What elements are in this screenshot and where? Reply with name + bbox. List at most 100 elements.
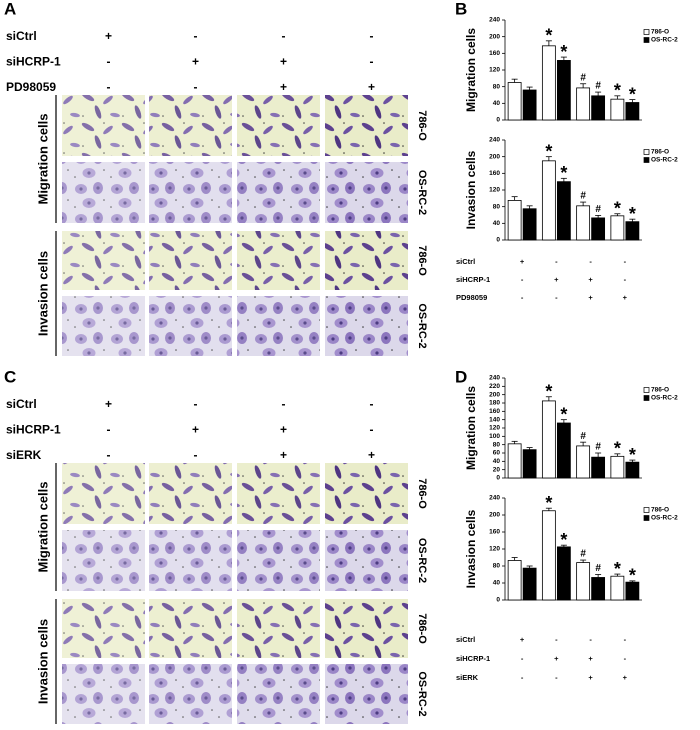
bar <box>591 95 606 121</box>
micrograph <box>62 231 145 290</box>
micrograph <box>325 664 408 724</box>
condition-sign: + <box>554 654 559 663</box>
micrograph <box>149 530 232 591</box>
significance-mark: # <box>595 81 601 92</box>
legend-swatch <box>643 515 650 521</box>
significance-mark: * <box>629 566 636 586</box>
legend-swatch <box>643 395 650 401</box>
y-tick-label: 160 <box>489 529 500 536</box>
y-tick-label: 240 <box>489 17 500 24</box>
row-label: OS-RC-2 <box>416 538 428 583</box>
significance-mark: * <box>560 42 567 62</box>
micrograph <box>237 95 320 156</box>
significance-mark: # <box>580 72 586 83</box>
condition-sign: + <box>623 673 628 682</box>
micrograph <box>237 664 320 724</box>
row-label: 786-O <box>416 613 428 644</box>
y-tick-label: 160 <box>489 50 500 57</box>
y-tick-label: 40 <box>493 580 501 587</box>
condition-sign: - <box>624 275 627 284</box>
y-tick-label: 140 <box>489 416 500 423</box>
significance-mark: * <box>614 81 621 101</box>
condition-label: siHCRP-1 <box>6 55 61 69</box>
bar <box>610 575 625 601</box>
condition-sign: - <box>194 397 198 411</box>
bar <box>507 82 522 121</box>
bar <box>625 102 640 121</box>
micrograph <box>62 664 145 724</box>
legend-label: OS-RC-2 <box>651 395 678 402</box>
bar <box>625 461 640 479</box>
condition-label: siCtrl <box>6 397 37 411</box>
y-tick-label: 0 <box>496 117 500 124</box>
condition-sign: - <box>107 423 111 437</box>
condition-sign: + <box>105 29 112 43</box>
significance-mark: * <box>629 84 636 104</box>
y-tick-label: 40 <box>493 458 501 465</box>
legend-swatch <box>643 37 650 43</box>
significance-mark: * <box>614 439 621 459</box>
micrograph <box>149 296 232 356</box>
legend-label: OS-RC-2 <box>651 157 678 164</box>
condition-sign: - <box>624 257 627 266</box>
y-tick-label: 120 <box>489 67 500 74</box>
bar <box>576 205 591 241</box>
condition-sign: - <box>589 257 592 266</box>
significance-mark: * <box>560 163 567 183</box>
y-tick-label: 60 <box>493 450 501 457</box>
bar <box>556 60 571 121</box>
y-tick-label: 80 <box>493 203 501 210</box>
y-axis-label: Migration cells <box>464 386 478 470</box>
bar <box>507 560 522 601</box>
y-tick-label: 0 <box>496 475 500 482</box>
bar <box>591 577 606 601</box>
y-tick-label: 160 <box>489 408 500 415</box>
condition-sign: - <box>194 448 198 462</box>
condition-sign: + <box>520 635 525 644</box>
significance-mark: # <box>595 204 601 215</box>
bar <box>556 181 571 241</box>
condition-sign: - <box>370 397 374 411</box>
y-tick-label: 160 <box>489 170 500 177</box>
condition-sign: - <box>555 635 558 644</box>
bar <box>610 215 625 241</box>
legend-label: 786-O <box>651 507 669 514</box>
micrograph <box>237 599 320 658</box>
condition-sign: - <box>521 275 524 284</box>
micrograph <box>62 599 145 658</box>
y-tick-label: 120 <box>489 425 500 432</box>
significance-mark: * <box>545 493 552 513</box>
condition-label: siCtrl <box>456 635 475 644</box>
legend-swatch <box>643 507 650 513</box>
y-tick-label: 40 <box>493 100 501 107</box>
y-tick-label: 120 <box>489 187 500 194</box>
condition-sign: + <box>588 293 593 302</box>
bar <box>610 98 625 121</box>
condition-label: siHCRP-1 <box>456 275 490 284</box>
y-tick-label: 0 <box>496 597 500 604</box>
bar <box>576 445 591 479</box>
condition-sign: - <box>589 635 592 644</box>
micrograph <box>62 463 145 524</box>
y-tick-label: 80 <box>493 563 501 570</box>
row-label: 786-O <box>416 110 428 141</box>
bar <box>522 449 537 479</box>
legend-label: OS-RC-2 <box>651 515 678 522</box>
micrograph <box>325 95 408 156</box>
micrograph <box>62 296 145 356</box>
condition-sign: - <box>555 673 558 682</box>
bar <box>507 200 522 241</box>
condition-sign: + <box>280 55 287 69</box>
bar <box>541 510 556 601</box>
condition-label: siHCRP-1 <box>456 654 490 663</box>
condition-label: siHCRP-1 <box>6 423 61 437</box>
condition-sign: - <box>194 29 198 43</box>
y-tick-label: 240 <box>489 375 500 382</box>
panel-letter: C <box>4 367 16 386</box>
row-label: 786-O <box>416 245 428 276</box>
condition-sign: - <box>370 29 374 43</box>
micrograph <box>149 231 232 290</box>
condition-sign: - <box>521 654 524 663</box>
condition-label: siCtrl <box>6 29 37 43</box>
legend-label: 786-O <box>651 387 669 394</box>
